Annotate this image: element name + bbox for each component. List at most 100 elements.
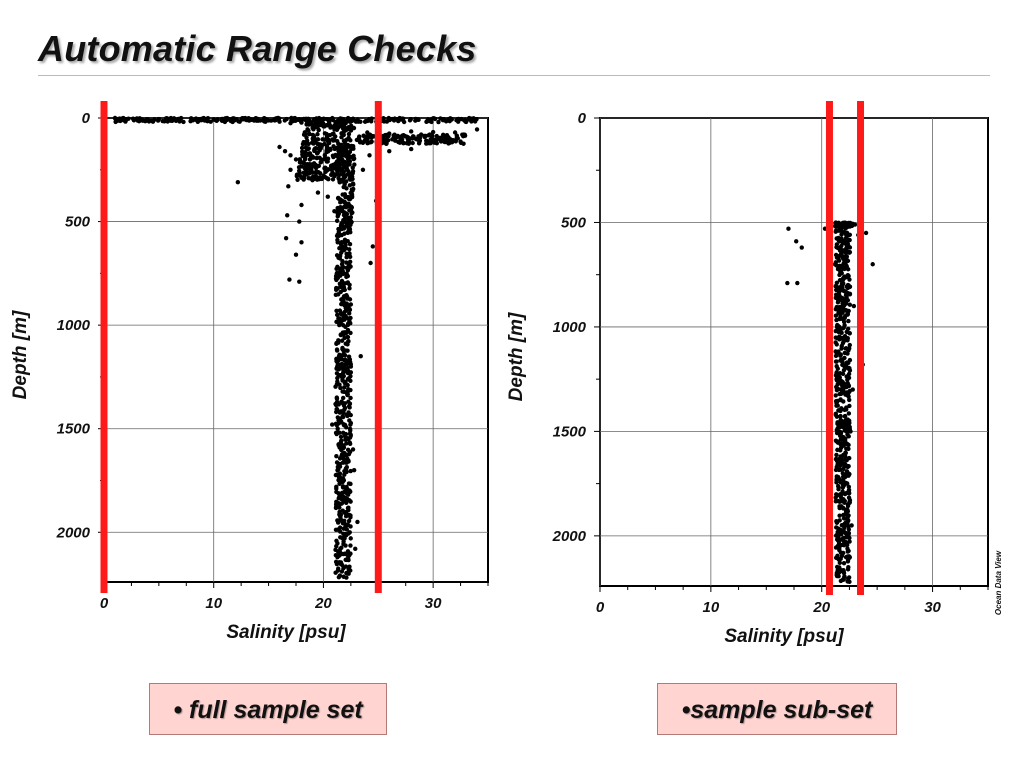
data-point: [840, 478, 846, 483]
data-point: [454, 135, 460, 141]
data-point: [842, 491, 848, 497]
data-point: [839, 459, 845, 464]
y-tick-label: 1500: [57, 421, 91, 438]
data-point: [836, 258, 842, 263]
data-point: [344, 274, 349, 280]
data-point: [339, 145, 345, 150]
data-point: [834, 564, 840, 570]
data-point: [835, 568, 840, 573]
data-point: [306, 175, 311, 181]
plot-frame: [103, 117, 489, 583]
data-point: [342, 472, 347, 477]
data-point: [835, 382, 840, 387]
data-point: [301, 160, 306, 165]
data-point: [844, 520, 849, 525]
x-tick-label: 30: [924, 599, 941, 616]
y-tick-label: 1000: [57, 317, 91, 334]
data-point: [852, 222, 858, 227]
data-point: [123, 119, 128, 124]
data-point: [348, 321, 353, 326]
data-point: [384, 119, 389, 124]
data-point: [833, 313, 839, 318]
data-point: [340, 169, 345, 174]
data-point: [842, 407, 847, 413]
data-point: [845, 546, 850, 551]
data-point: [339, 240, 344, 245]
data-point: [837, 499, 842, 504]
data-point: [134, 116, 140, 121]
data-point: [345, 294, 350, 300]
data-point: [288, 153, 293, 158]
data-point: [303, 145, 309, 150]
data-point: [340, 479, 345, 485]
data-point: [315, 132, 320, 137]
data-point: [337, 573, 343, 578]
data-point: [334, 366, 339, 371]
data-point: [837, 513, 842, 518]
data-point: [347, 311, 352, 316]
data-point: [474, 127, 480, 132]
data-point: [333, 553, 339, 558]
data-point: [348, 513, 353, 518]
data-point: [113, 119, 118, 125]
data-point: [842, 322, 847, 328]
data-point: [845, 559, 851, 564]
data-point: [838, 371, 843, 376]
data-point: [297, 160, 303, 165]
data-point: [339, 419, 344, 424]
data-point: [847, 539, 852, 544]
data-point: [335, 426, 340, 431]
data-point: [294, 173, 300, 179]
data-point: [407, 118, 413, 123]
data-point: [841, 560, 847, 566]
data-point: [338, 332, 343, 337]
data-point: [837, 324, 842, 330]
data-point: [335, 518, 340, 523]
data-point: [324, 131, 329, 137]
data-point: [427, 118, 432, 124]
data-point: [834, 317, 839, 323]
x-tick-label: 20: [812, 599, 830, 616]
data-point: [346, 131, 352, 137]
data-point: [846, 434, 851, 439]
data-point: [844, 329, 849, 335]
data-point: [447, 140, 452, 146]
data-point: [794, 239, 799, 244]
data-point: [348, 468, 353, 474]
data-point: [334, 486, 339, 491]
data-point: [338, 434, 344, 440]
data-point: [283, 235, 289, 241]
data-point: [353, 546, 358, 552]
data-point: [299, 120, 304, 125]
data-point: [836, 228, 841, 233]
data-point: [341, 184, 346, 190]
data-point: [300, 153, 305, 159]
data-point: [299, 202, 304, 208]
y-tick-label: 2000: [552, 528, 587, 545]
data-point: [343, 379, 348, 385]
y-tick-label: 0: [578, 110, 587, 127]
data-point: [350, 447, 356, 452]
data-point: [833, 545, 839, 550]
data-point: [340, 485, 346, 490]
y-axis-title: Depth [m]: [10, 310, 31, 399]
data-point: [387, 148, 392, 154]
data-point: [344, 358, 349, 363]
data-point: [785, 280, 790, 286]
data-point: [164, 116, 170, 121]
data-point: [346, 518, 352, 524]
data-point: [334, 454, 339, 459]
data-point: [338, 273, 343, 278]
data-point: [310, 136, 316, 142]
data-point: [348, 543, 353, 548]
data-point: [847, 277, 852, 282]
data-point: [474, 117, 479, 122]
data-point: [342, 119, 347, 124]
x-tick-label: 20: [314, 595, 332, 612]
data-point: [834, 364, 839, 369]
data-point: [307, 118, 312, 124]
odv-watermark: Ocean Data View: [994, 550, 1003, 615]
data-point: [841, 367, 847, 373]
data-point: [339, 361, 345, 367]
data-point: [430, 129, 436, 135]
